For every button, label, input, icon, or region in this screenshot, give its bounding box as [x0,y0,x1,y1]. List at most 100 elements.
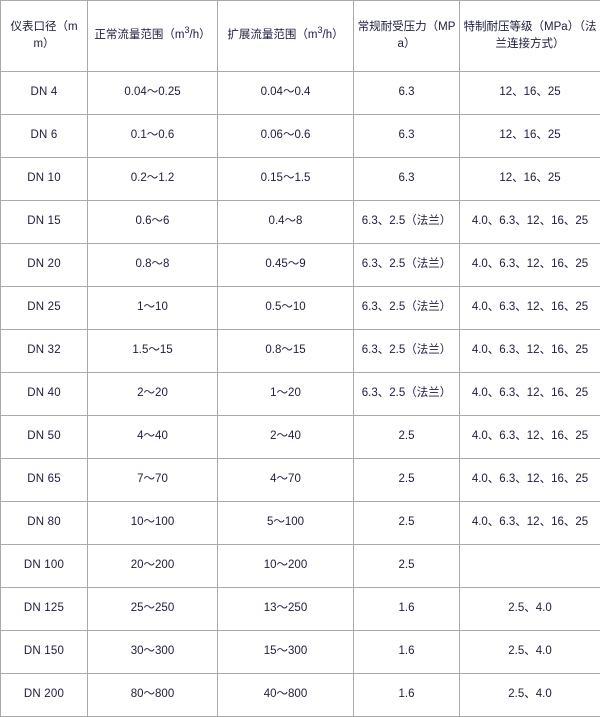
cell-standard-pressure: 2.5 [354,459,460,502]
cell-extended-flow: 5～100 [218,502,354,545]
cell-standard-pressure: 6.3 [354,115,460,158]
cell-diameter: DN 150 [1,631,88,674]
cell-diameter: DN 80 [1,502,88,545]
cell-custom-pressure: 4.0、6.3、12、16、25 [460,373,600,416]
column-header-extended-flow-pre: 扩展流量范围（m [227,29,317,41]
cell-extended-flow: 40～800 [218,674,354,717]
cell-extended-flow: 0.4～8 [218,201,354,244]
cell-normal-flow: 20～200 [88,545,218,588]
cell-custom-pressure: 4.0、6.3、12、16、25 [460,201,600,244]
cell-extended-flow: 10～200 [218,545,354,588]
cell-extended-flow: 4～70 [218,459,354,502]
cell-diameter: DN 50 [1,416,88,459]
cell-extended-flow: 0.5～10 [218,287,354,330]
cell-standard-pressure: 1.6 [354,588,460,631]
cell-extended-flow: 0.04～0.4 [218,72,354,115]
cell-custom-pressure: 4.0、6.3、12、16、25 [460,330,600,373]
column-header-normal-flow-pre: 正常流量范围（m [94,29,184,41]
cell-diameter: DN 125 [1,588,88,631]
table-header: 仪表口径（m m） 正常流量范围（m3/h） 扩展流量范围（m3/h） 常规耐受… [1,1,600,72]
cell-diameter: DN 32 [1,330,88,373]
cell-normal-flow: 0.1～0.6 [88,115,218,158]
cell-custom-pressure [460,545,600,588]
column-header-diameter: 仪表口径（m m） [1,1,88,72]
cell-standard-pressure: 1.6 [354,674,460,717]
cell-standard-pressure: 2.5 [354,545,460,588]
cell-custom-pressure: 12、16、25 [460,115,600,158]
cell-normal-flow: 2～20 [88,373,218,416]
cell-normal-flow: 30～300 [88,631,218,674]
cell-diameter: DN 100 [1,545,88,588]
cell-diameter: DN 10 [1,158,88,201]
cell-custom-pressure: 4.0、6.3、12、16、25 [460,416,600,459]
cell-diameter: DN 4 [1,72,88,115]
cell-standard-pressure: 6.3 [354,72,460,115]
cell-custom-pressure: 12、16、25 [460,158,600,201]
cell-diameter: DN 40 [1,373,88,416]
cell-extended-flow: 1～20 [218,373,354,416]
cell-custom-pressure: 12、16、25 [460,72,600,115]
cell-diameter: DN 6 [1,115,88,158]
column-header-standard-pressure-line2: a） [398,38,416,50]
cell-extended-flow: 0.06～0.6 [218,115,354,158]
cell-standard-pressure: 6.3、2.5（法兰） [354,244,460,287]
column-header-extended-flow-post: /h） [323,29,344,41]
column-header-normal-flow-post: /h） [190,29,211,41]
cell-diameter: DN 65 [1,459,88,502]
column-header-standard-pressure: 常规耐受压力（MP a） [354,1,460,72]
cell-custom-pressure: 4.0、6.3、12、16、25 [460,502,600,545]
cell-extended-flow: 2～40 [218,416,354,459]
cell-normal-flow: 25～250 [88,588,218,631]
cell-standard-pressure: 6.3、2.5（法兰） [354,201,460,244]
cell-standard-pressure: 2.5 [354,416,460,459]
cell-extended-flow: 15～300 [218,631,354,674]
cell-custom-pressure: 2.5、4.0 [460,631,600,674]
column-header-custom-pressure-line1: 特制耐压等级（MPa）（法 [464,21,597,33]
cell-extended-flow: 0.15～1.5 [218,158,354,201]
column-header-standard-pressure-line1: 常规耐受压力（MP [358,21,456,33]
cell-custom-pressure: 2.5、4.0 [460,674,600,717]
cell-diameter: DN 200 [1,674,88,717]
cell-diameter: DN 20 [1,244,88,287]
cell-custom-pressure: 4.0、6.3、12、16、25 [460,459,600,502]
table-header-row: 仪表口径（m m） 正常流量范围（m3/h） 扩展流量范围（m3/h） 常规耐受… [1,1,600,72]
cell-standard-pressure: 6.3、2.5（法兰） [354,373,460,416]
cell-custom-pressure: 4.0、6.3、12、16、25 [460,287,600,330]
column-header-custom-pressure-line2: 兰连接方式） [496,38,565,50]
cell-normal-flow: 0.2～1.2 [88,158,218,201]
cell-normal-flow: 1.5～15 [88,330,218,373]
cell-standard-pressure: 6.3、2.5（法兰） [354,287,460,330]
column-header-normal-flow: 正常流量范围（m3/h） [88,1,218,72]
cell-standard-pressure: 6.3 [354,158,460,201]
cell-normal-flow: 7～70 [88,459,218,502]
cell-extended-flow: 0.8～15 [218,330,354,373]
cell-standard-pressure: 6.3、2.5（法兰） [354,330,460,373]
column-header-diameter-line2: m） [33,38,54,50]
column-header-diameter-line1: 仪表口径（m [10,21,77,33]
cell-normal-flow: 80～800 [88,674,218,717]
cell-normal-flow: 10～100 [88,502,218,545]
column-header-extended-flow: 扩展流量范围（m3/h） [218,1,354,72]
cell-standard-pressure: 2.5 [354,502,460,545]
cell-diameter: DN 25 [1,287,88,330]
cell-normal-flow: 0.6～6 [88,201,218,244]
cell-standard-pressure: 1.6 [354,631,460,674]
cell-normal-flow: 0.04～0.25 [88,72,218,115]
cell-normal-flow: 1～10 [88,287,218,330]
cell-diameter: DN 15 [1,201,88,244]
cell-extended-flow: 13～250 [218,588,354,631]
